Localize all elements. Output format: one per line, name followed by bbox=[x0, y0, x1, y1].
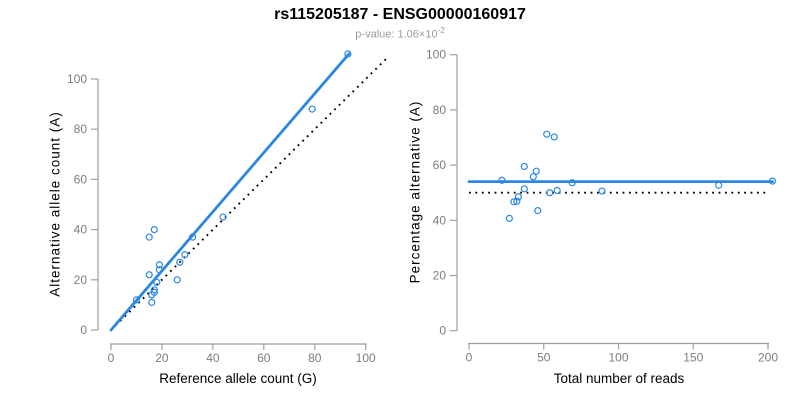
data-point bbox=[145, 233, 153, 241]
y-tick-label: 100 bbox=[67, 72, 87, 86]
data-point bbox=[498, 176, 506, 184]
data-point bbox=[768, 177, 777, 185]
x-tick-label: 0 bbox=[466, 351, 473, 365]
x-tick-label: 100 bbox=[608, 351, 628, 365]
data-point bbox=[715, 181, 723, 189]
data-point bbox=[513, 197, 521, 205]
data-point bbox=[598, 187, 606, 195]
y-tick-label: 40 bbox=[433, 213, 447, 227]
data-point bbox=[520, 162, 528, 171]
y-tick-label: 40 bbox=[74, 223, 88, 237]
x-tick-label: 200 bbox=[758, 351, 778, 365]
x-tick-label: 60 bbox=[257, 351, 271, 365]
data-point bbox=[550, 133, 558, 141]
right-y-axis-title: Percentage alternative (A) bbox=[407, 100, 423, 284]
y-tick-label: 60 bbox=[433, 158, 447, 172]
data-point bbox=[505, 214, 513, 222]
y-tick-label: 20 bbox=[433, 269, 447, 283]
data-point bbox=[219, 213, 227, 221]
data-point bbox=[308, 105, 316, 113]
x-tick-label: 100 bbox=[356, 351, 376, 365]
data-point bbox=[520, 185, 528, 193]
y-tick-label: 60 bbox=[74, 172, 88, 186]
data-point bbox=[529, 173, 537, 181]
left-y-axis-title: Alternative allele count (A) bbox=[47, 111, 63, 297]
x-tick-label: 0 bbox=[108, 351, 115, 365]
fit-line bbox=[109, 52, 351, 332]
data-point bbox=[181, 251, 189, 259]
data-point bbox=[514, 193, 522, 201]
data-point bbox=[510, 198, 518, 206]
x-tick-label: 50 bbox=[537, 351, 551, 365]
data-point bbox=[344, 50, 352, 58]
pvalue-text: p-value: 1.06×10 bbox=[355, 28, 438, 41]
data-point bbox=[568, 179, 576, 187]
data-point bbox=[132, 296, 141, 304]
data-point bbox=[148, 291, 156, 299]
data-point bbox=[148, 298, 156, 306]
y-tick-label: 80 bbox=[74, 122, 88, 136]
x-tick-label: 40 bbox=[206, 351, 220, 365]
figure-title: rs115205187 - ENSG00000160917 bbox=[274, 6, 526, 23]
left-x-axis-title: Reference allele count (G) bbox=[159, 371, 317, 386]
data-point bbox=[155, 266, 163, 274]
right-x-axis-title: Total number of reads bbox=[553, 371, 685, 386]
x-tick-label: 150 bbox=[683, 351, 703, 365]
data-point bbox=[173, 276, 181, 284]
pvalue-exponent: -2 bbox=[437, 26, 445, 35]
y-tick-label: 0 bbox=[439, 324, 446, 338]
figure-subtitle: p-value: 1.06×10-2 bbox=[0, 26, 800, 41]
data-point bbox=[150, 226, 158, 234]
data-point bbox=[153, 278, 161, 286]
data-point bbox=[155, 261, 163, 269]
y-tick-label: 20 bbox=[74, 273, 88, 287]
x-tick-label: 20 bbox=[155, 351, 169, 365]
data-point bbox=[546, 189, 554, 197]
data-point bbox=[532, 167, 540, 175]
data-point bbox=[543, 130, 551, 138]
data-point bbox=[176, 258, 184, 266]
y-tick-label: 80 bbox=[433, 103, 447, 117]
x-tick-label: 80 bbox=[308, 351, 322, 365]
data-point bbox=[534, 207, 542, 215]
data-point bbox=[145, 271, 153, 279]
data-point bbox=[188, 233, 197, 241]
identity-line bbox=[110, 58, 387, 331]
y-tick-label: 100 bbox=[426, 48, 446, 62]
data-point bbox=[553, 186, 561, 195]
y-tick-label: 0 bbox=[80, 323, 87, 337]
